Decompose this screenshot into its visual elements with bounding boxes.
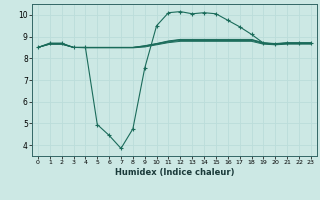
X-axis label: Humidex (Indice chaleur): Humidex (Indice chaleur) [115,168,234,177]
